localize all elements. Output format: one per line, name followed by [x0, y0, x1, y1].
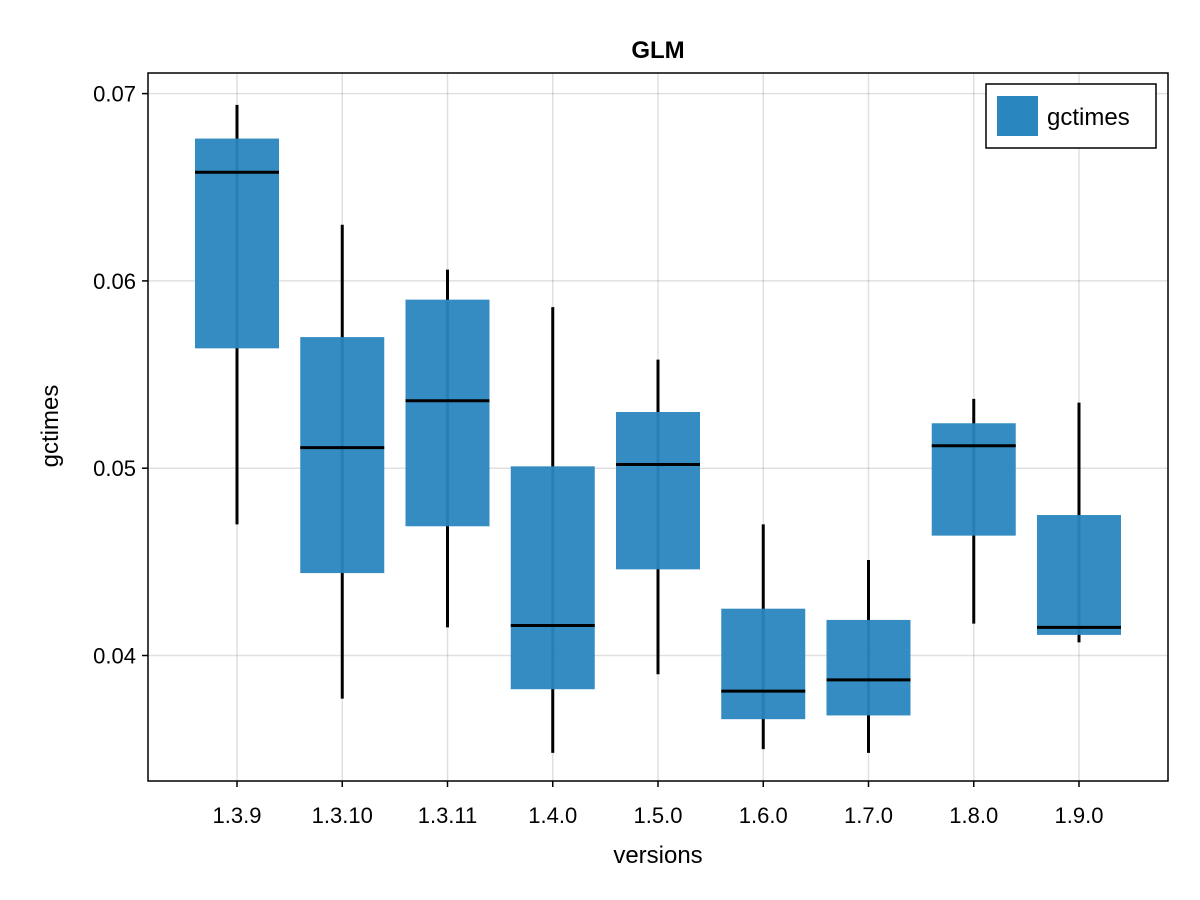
box-1.3.9 [195, 104, 279, 525]
x-tick-label: 1.3.9 [213, 803, 262, 828]
iqr-box [616, 412, 700, 570]
y-tick-label: 0.05 [93, 456, 136, 481]
x-tick-label: 1.3.11 [418, 803, 478, 828]
chart-title: GLM [631, 37, 684, 64]
x-axis-label: versions [613, 842, 702, 869]
x-tick-label: 1.9.0 [1055, 803, 1104, 828]
box-series [195, 104, 1121, 753]
box-1.5.0 [616, 359, 700, 675]
legend-swatch-gctimes [997, 96, 1038, 136]
y-tick-label: 0.04 [93, 644, 136, 669]
y-tick-label: 0.06 [93, 269, 136, 294]
x-tick-label: 1.4.0 [528, 803, 577, 828]
x-tick-label: 1.7.0 [844, 803, 893, 828]
iqr-box [300, 337, 385, 574]
y-tick-label: 0.07 [93, 82, 136, 107]
box-1.8.0 [931, 398, 1016, 624]
legend-label-gctimes: gctimes [1047, 104, 1130, 131]
x-tick-label: 1.3.10 [312, 803, 373, 828]
iqr-box [405, 299, 490, 527]
box-1.4.0 [510, 307, 595, 753]
axis-ticks: 1.3.9 1.3.10 1.3.11 1.4.0 1.5.0 1.6.0 1.7.0 1.8… [93, 82, 1103, 828]
iqr-box [931, 423, 1016, 536]
iqr-box [721, 608, 806, 720]
x-tick-label: 1.6.0 [739, 803, 788, 828]
iqr-box [195, 138, 279, 349]
iqr-box [510, 466, 595, 690]
iqr-box [1037, 515, 1121, 635]
box-1.6.0 [721, 524, 806, 750]
x-tick-label: 1.8.0 [949, 803, 998, 828]
legend: gctimes [985, 83, 1157, 149]
y-axis-label: gctimes [37, 385, 64, 468]
box-1.9.0 [1037, 402, 1121, 643]
box-1.3.10 [300, 224, 385, 699]
iqr-box [826, 619, 911, 716]
x-tick-label: 1.5.0 [634, 803, 683, 828]
box-1.7.0 [826, 559, 911, 753]
box-1.3.11 [405, 269, 490, 628]
